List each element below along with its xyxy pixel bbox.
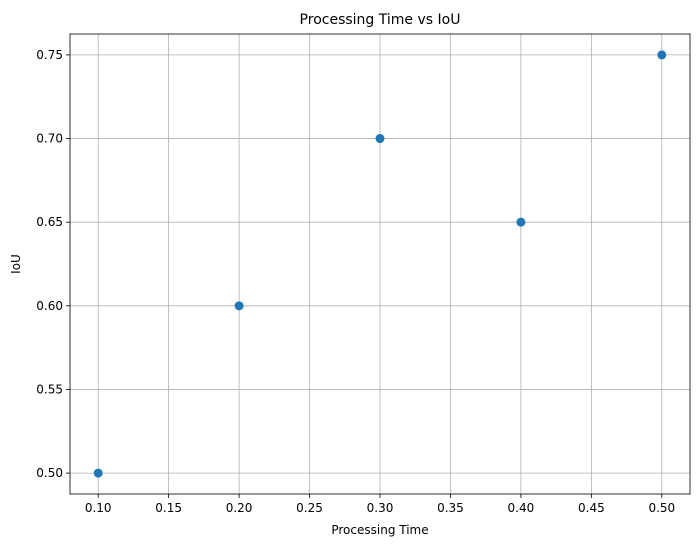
data-point [657,50,667,60]
y-tick-label: 0.75 [36,48,63,62]
y-tick-label: 0.65 [36,215,63,229]
y-tick-label: 0.70 [36,132,63,146]
x-tick-label: 0.45 [578,501,605,515]
x-axis: 0.10 0.15 0.20 0.25 0.30 0.35 0.40 0.45 0.50 [85,494,675,515]
x-tick-label: 0.25 [296,501,323,515]
x-tick-label: 0.20 [226,501,253,515]
x-tick-label: 0.15 [155,501,182,515]
x-axis-title: Processing Time [331,523,428,537]
y-tick-label: 0.55 [36,382,63,396]
y-axis: 0.50 0.55 0.60 0.65 0.70 0.75 [36,48,70,480]
x-tick-label: 0.35 [437,501,464,515]
x-tick-label: 0.10 [85,501,112,515]
data-points [93,50,667,478]
data-point [93,468,103,478]
data-point [375,134,385,144]
y-tick-label: 0.60 [36,299,63,313]
grid-lines [70,34,690,494]
x-tick-label: 0.50 [648,501,675,515]
data-point [234,301,244,311]
chart-title: Processing Time vs IoU [300,12,461,28]
x-tick-label: 0.30 [367,501,394,515]
y-axis-title: IoU [9,254,23,274]
data-point [516,217,526,227]
y-tick-label: 0.50 [36,466,63,480]
x-tick-label: 0.40 [508,501,535,515]
